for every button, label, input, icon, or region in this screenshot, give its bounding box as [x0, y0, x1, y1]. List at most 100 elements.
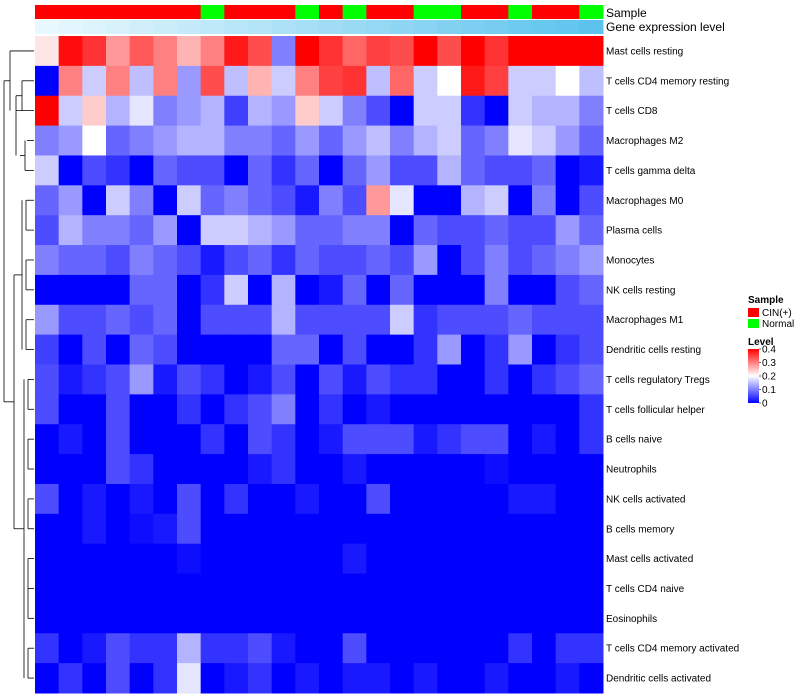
heatmap-cell: [295, 573, 320, 604]
gene-expression-annotation-cell: [532, 20, 557, 34]
heatmap-cell: [555, 334, 580, 365]
heatmap-cell: [461, 603, 486, 634]
heatmap-cell: [58, 304, 83, 336]
heatmap-cell: [82, 424, 107, 455]
heatmap-cell: [413, 454, 438, 485]
heatmap-cell: [366, 603, 391, 634]
heatmap-cell: [555, 573, 580, 604]
heatmap-cell: [271, 573, 296, 604]
heatmap-cell: [35, 364, 60, 395]
row-label: NK cells resting: [606, 285, 675, 296]
heatmap-cell: [248, 304, 273, 336]
heatmap-cell: [200, 65, 225, 97]
heatmap-cell: [295, 185, 320, 216]
heatmap-cell: [271, 424, 296, 455]
gene-expression-annotation-cell: [484, 20, 509, 34]
heatmap-cell: [532, 573, 557, 604]
heatmap-cell: [555, 185, 580, 216]
heatmap-cell: [35, 424, 60, 455]
heatmap-cell: [224, 394, 249, 425]
gene-expression-annotation-cell: [200, 20, 225, 34]
heatmap-cell: [532, 454, 557, 485]
heatmap-cell: [153, 633, 178, 664]
heatmap-cell: [579, 185, 604, 216]
heatmap-cell: [35, 394, 60, 425]
heatmap-cell: [508, 274, 533, 306]
heatmap-cell: [532, 36, 557, 67]
heatmap-cell: [366, 95, 391, 127]
heatmap-cell: [271, 364, 296, 395]
sample-annotation-cell: [484, 5, 509, 19]
heatmap-cell: [224, 573, 249, 604]
heatmap-cell: [390, 215, 415, 246]
sample-annotation-cell: [555, 5, 580, 19]
heatmap-cell: [390, 304, 415, 336]
heatmap-cell: [319, 185, 344, 216]
heatmap-cell: [295, 543, 320, 575]
heatmap-cell: [35, 663, 60, 694]
heatmap-cell: [153, 454, 178, 485]
heatmap-cell: [508, 663, 533, 694]
heatmap-cell: [248, 65, 273, 97]
heatmap-cell: [106, 245, 131, 276]
heatmap-cell: [342, 394, 367, 425]
heatmap-cell: [366, 185, 391, 216]
heatmap-cell: [413, 424, 438, 455]
heatmap-cell: [532, 215, 557, 246]
gene-expression-annotation-cell: [153, 20, 178, 34]
heatmap-cell: [461, 633, 486, 664]
sample-annotation-cell: [82, 5, 107, 19]
gene-expression-annotation-cell: [106, 20, 131, 34]
heatmap-cell: [532, 65, 557, 97]
heatmap-cell: [342, 364, 367, 395]
heatmap-cell: [82, 95, 107, 127]
heatmap-cell: [532, 394, 557, 425]
heatmap-cell: [579, 543, 604, 575]
heatmap-cell: [342, 274, 367, 306]
heatmap-cell: [248, 215, 273, 246]
heatmap-cell: [437, 663, 462, 694]
gene-expression-annotation-cell: [342, 20, 367, 34]
heatmap-cell: [58, 245, 83, 276]
heatmap-cell: [579, 603, 604, 634]
heatmap-cell: [342, 513, 367, 545]
heatmap-cell: [532, 334, 557, 365]
heatmap-cell: [106, 483, 131, 515]
heatmap-cell: [319, 633, 344, 664]
heatmap-cell: [579, 633, 604, 664]
heatmap-cell: [342, 603, 367, 634]
sample-annotation-cell: [106, 5, 131, 19]
heatmap-cell: [82, 215, 107, 246]
heatmap-cell: [35, 215, 60, 246]
heatmap-cell: [342, 36, 367, 67]
legend-level-colorbar: [748, 349, 759, 403]
heatmap-cell: [200, 513, 225, 545]
heatmap-cell: [390, 603, 415, 634]
heatmap-cell: [224, 65, 249, 97]
gene-expression-annotation-cell: [413, 20, 438, 34]
gene-expression-annotation-cell: [248, 20, 273, 34]
heatmap-cell: [508, 215, 533, 246]
heatmap-cell: [295, 633, 320, 664]
heatmap-cell: [295, 125, 320, 156]
heatmap-cell: [366, 36, 391, 67]
heatmap-cell: [508, 424, 533, 455]
heatmap-cell: [532, 364, 557, 395]
legend-swatch-cin: [748, 308, 759, 317]
heatmap-cell: [437, 125, 462, 156]
heatmap-cell: [555, 483, 580, 515]
heatmap-cell: [153, 245, 178, 276]
sample-annotation-cell: [200, 5, 225, 19]
legend-swatch-normal: [748, 319, 759, 328]
heatmap-cell: [271, 36, 296, 67]
heatmap-cell: [153, 65, 178, 97]
heatmap-cell: [319, 454, 344, 485]
heatmap-cell: [437, 424, 462, 455]
heatmap-cell: [82, 633, 107, 664]
gene-expression-annotation-cell: [508, 20, 533, 34]
heatmap-cell: [106, 95, 131, 127]
heatmap-cell: [484, 215, 509, 246]
heatmap-cell: [106, 215, 131, 246]
heatmap-cell: [153, 304, 178, 336]
heatmap-cell: [200, 185, 225, 216]
